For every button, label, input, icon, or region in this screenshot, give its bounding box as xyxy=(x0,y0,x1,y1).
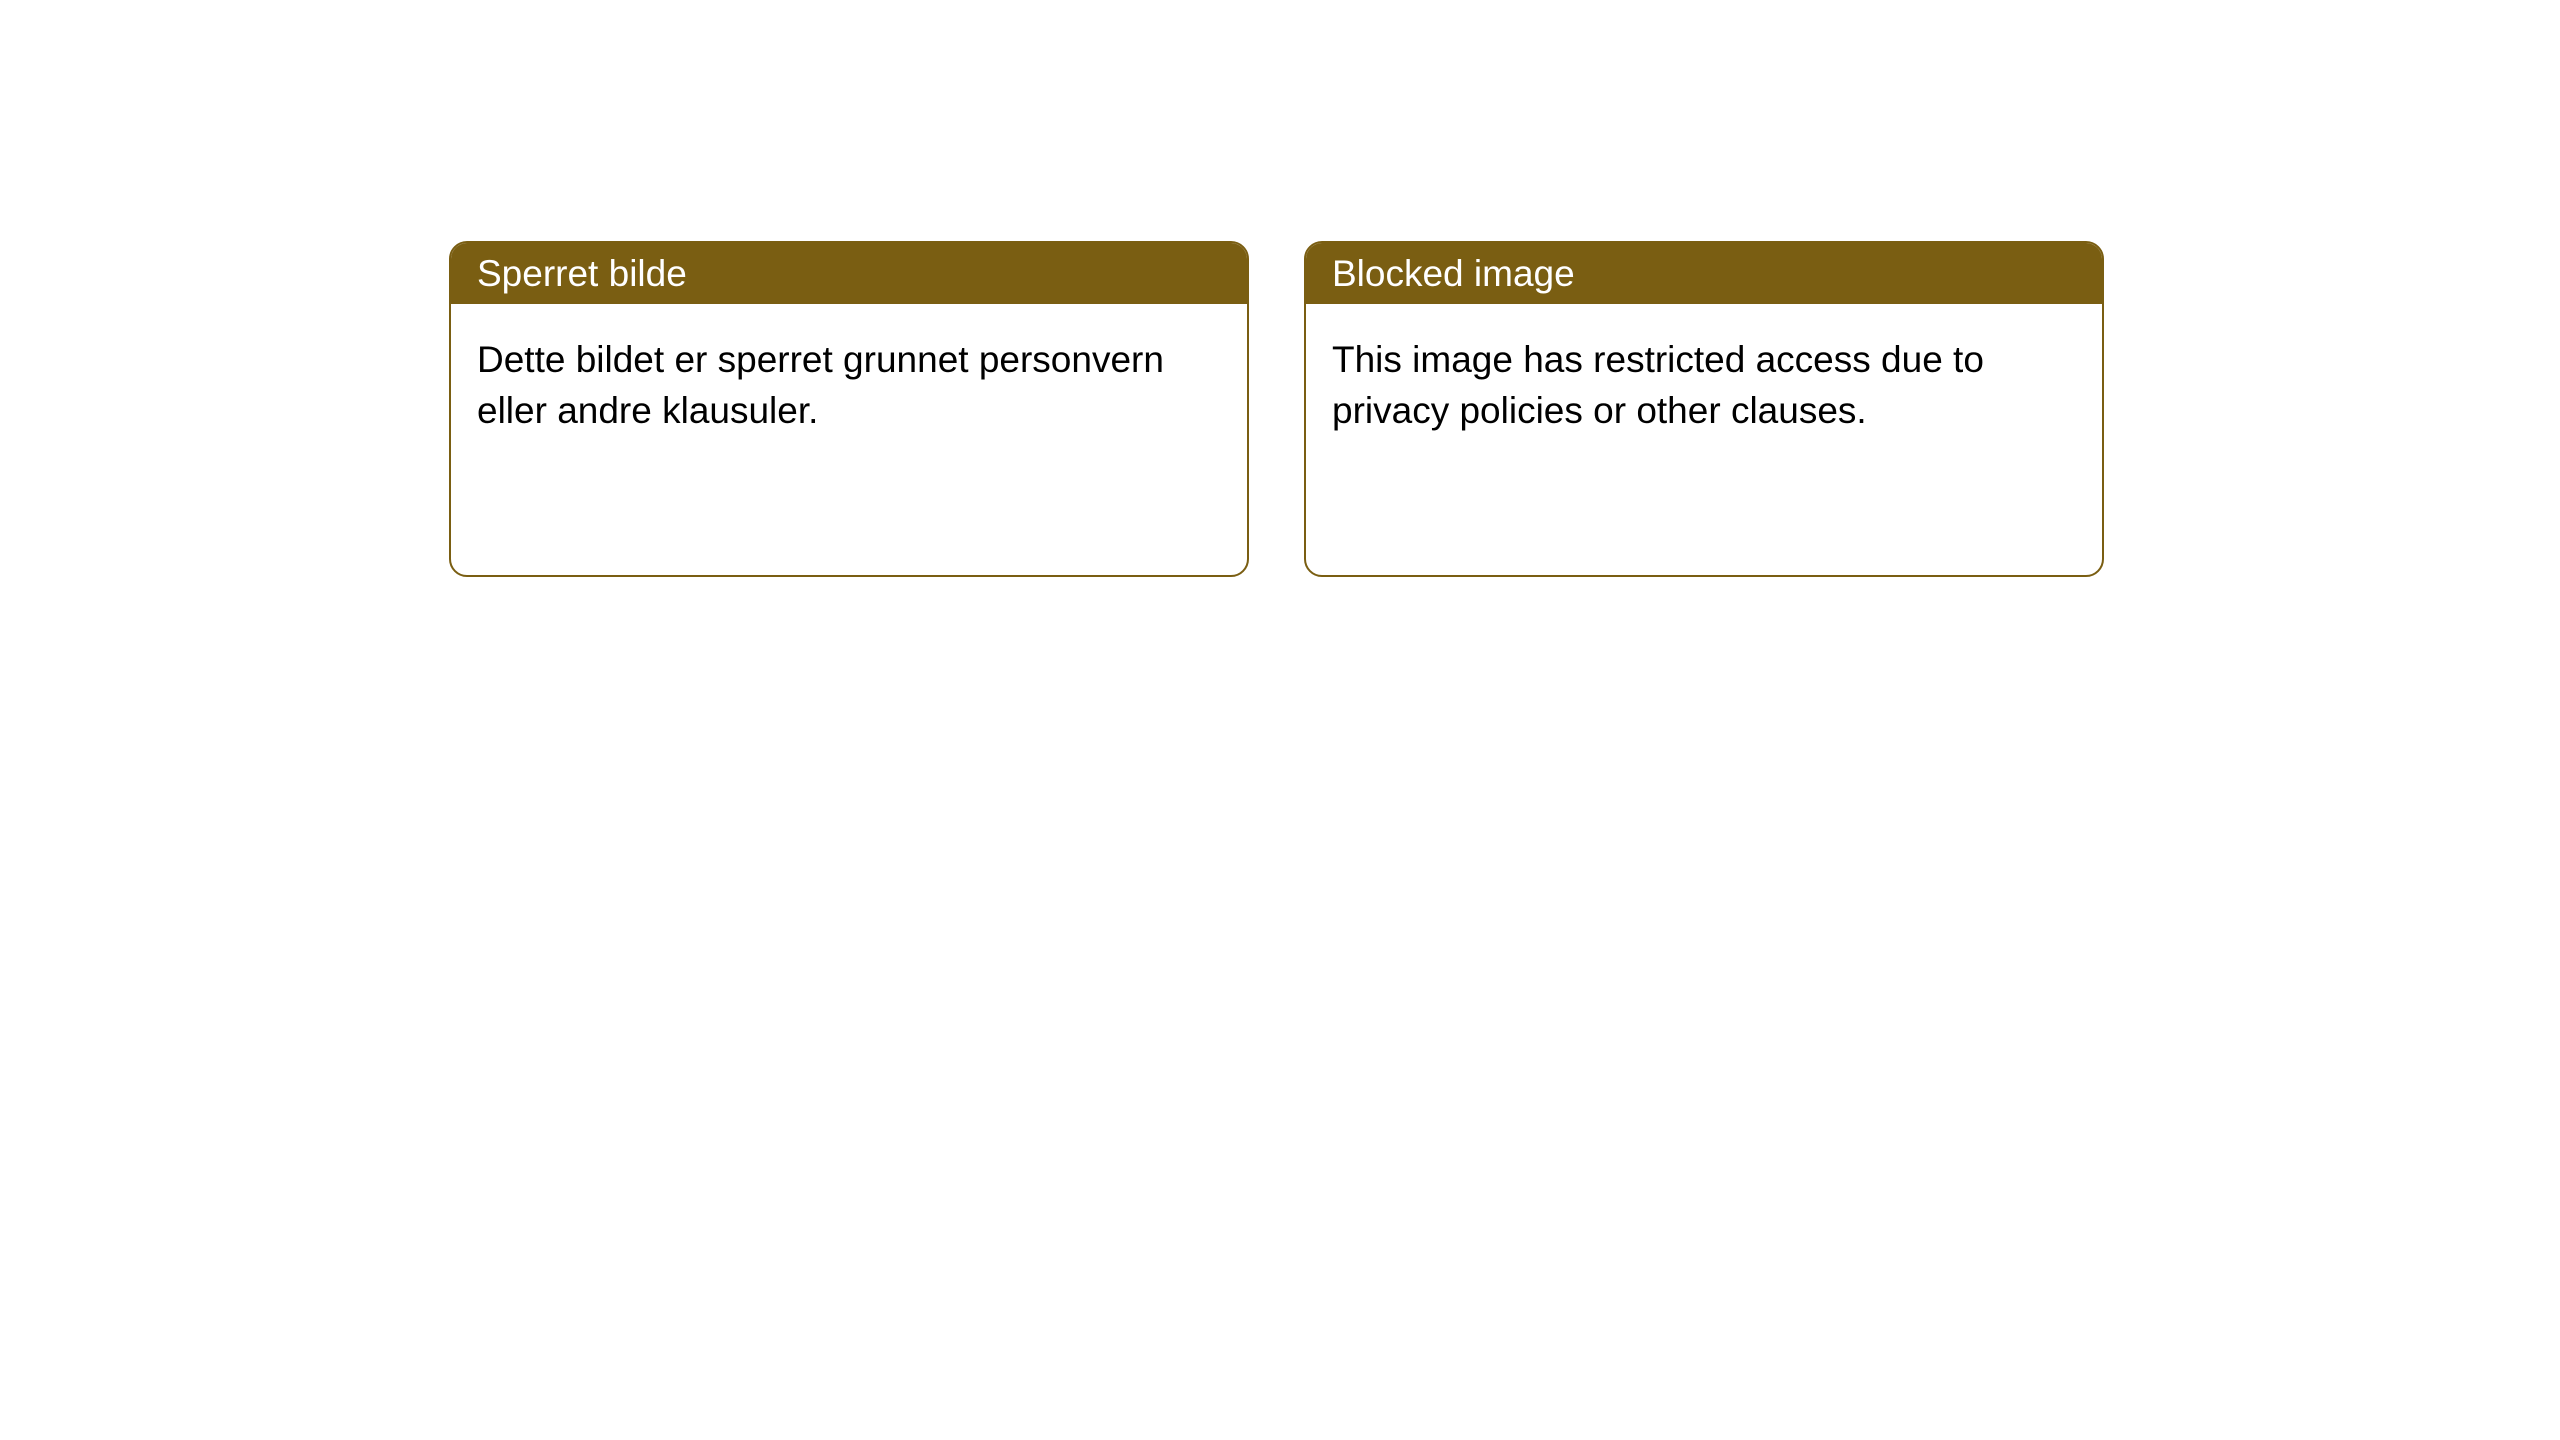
card-title: Sperret bilde xyxy=(477,253,687,295)
card-title: Blocked image xyxy=(1332,253,1575,295)
card-header: Blocked image xyxy=(1306,243,2102,304)
notice-card-norwegian: Sperret bilde Dette bildet er sperret gr… xyxy=(449,241,1249,577)
notice-card-english: Blocked image This image has restricted … xyxy=(1304,241,2104,577)
card-body: Dette bildet er sperret grunnet personve… xyxy=(451,304,1247,467)
card-header: Sperret bilde xyxy=(451,243,1247,304)
card-text: This image has restricted access due to … xyxy=(1332,334,2076,437)
card-text: Dette bildet er sperret grunnet personve… xyxy=(477,334,1221,437)
card-body: This image has restricted access due to … xyxy=(1306,304,2102,467)
notice-cards-container: Sperret bilde Dette bildet er sperret gr… xyxy=(449,241,2104,577)
